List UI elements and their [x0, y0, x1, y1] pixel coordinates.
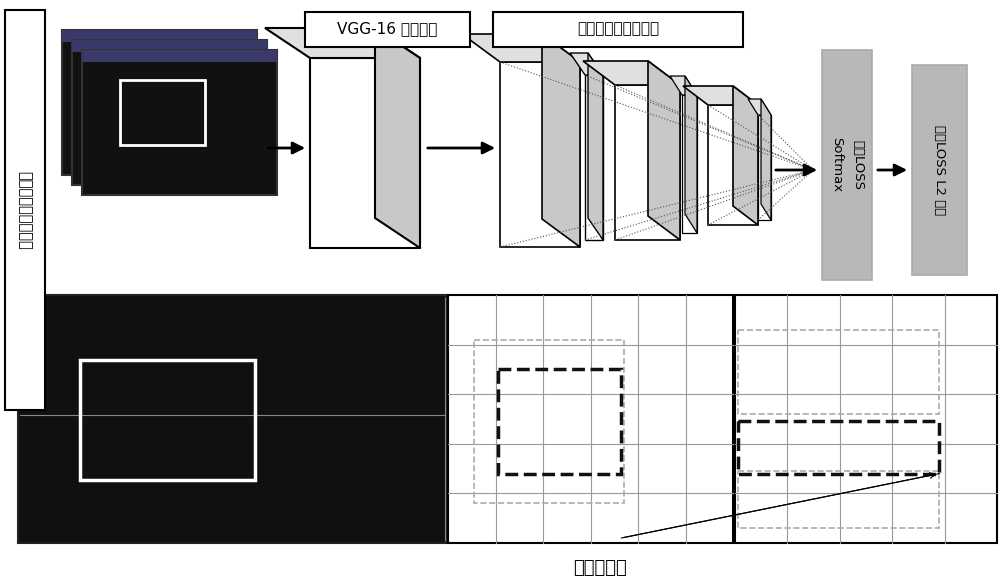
Polygon shape	[375, 28, 420, 248]
FancyBboxPatch shape	[82, 50, 277, 62]
Polygon shape	[761, 99, 771, 220]
Polygon shape	[648, 61, 680, 240]
Polygon shape	[683, 86, 758, 105]
Text: 检测LOSS L2 范数: 检测LOSS L2 范数	[933, 125, 946, 215]
Polygon shape	[570, 53, 603, 75]
FancyBboxPatch shape	[912, 65, 967, 275]
FancyBboxPatch shape	[82, 50, 277, 195]
Polygon shape	[685, 76, 697, 233]
Polygon shape	[310, 58, 420, 248]
Polygon shape	[758, 115, 771, 220]
Polygon shape	[265, 28, 420, 58]
Polygon shape	[670, 76, 697, 95]
Bar	[738, 421, 939, 474]
FancyBboxPatch shape	[448, 295, 733, 543]
Polygon shape	[708, 105, 758, 225]
Text: 分类LOSS
Softmax: 分类LOSS Softmax	[830, 138, 864, 192]
Polygon shape	[542, 34, 580, 247]
FancyBboxPatch shape	[493, 12, 743, 47]
Text: 自动检测模块流程图: 自动检测模块流程图	[17, 171, 33, 249]
FancyBboxPatch shape	[822, 50, 872, 280]
Bar	[474, 340, 624, 503]
FancyBboxPatch shape	[62, 30, 257, 175]
Polygon shape	[500, 62, 580, 247]
Text: 增加三层多尺度卷积: 增加三层多尺度卷积	[577, 21, 659, 37]
FancyBboxPatch shape	[72, 40, 267, 185]
FancyBboxPatch shape	[62, 30, 257, 42]
FancyBboxPatch shape	[18, 295, 446, 543]
Polygon shape	[583, 61, 680, 85]
Polygon shape	[682, 95, 697, 233]
Polygon shape	[733, 86, 758, 225]
Polygon shape	[748, 99, 771, 115]
Bar	[738, 330, 939, 414]
Polygon shape	[585, 75, 603, 240]
Polygon shape	[615, 85, 680, 240]
Polygon shape	[588, 53, 603, 240]
FancyBboxPatch shape	[72, 40, 267, 52]
FancyBboxPatch shape	[305, 12, 470, 47]
Text: VGG-16 特征映射: VGG-16 特征映射	[337, 21, 437, 37]
FancyBboxPatch shape	[735, 295, 997, 543]
FancyBboxPatch shape	[5, 10, 45, 410]
Polygon shape	[462, 34, 580, 62]
Text: 定位和分类: 定位和分类	[573, 559, 627, 577]
Bar	[498, 370, 621, 474]
Bar	[738, 471, 939, 528]
